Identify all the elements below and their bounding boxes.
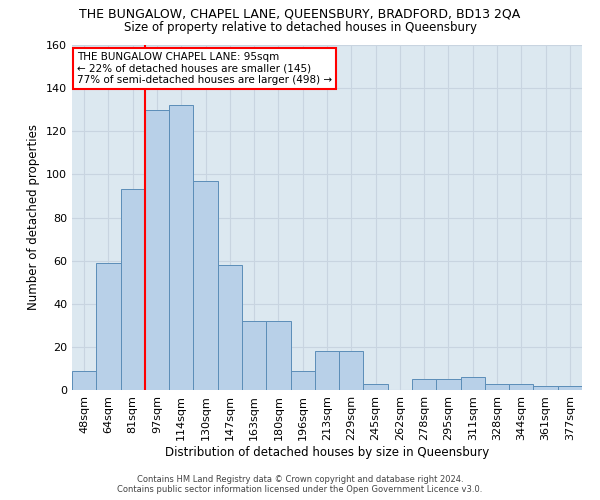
Bar	[533, 386, 558, 390]
Bar	[145, 110, 169, 390]
Text: Size of property relative to detached houses in Queensbury: Size of property relative to detached ho…	[124, 21, 476, 34]
Text: Contains HM Land Registry data © Crown copyright and database right 2024.
Contai: Contains HM Land Registry data © Crown c…	[118, 474, 482, 494]
Text: THE BUNGALOW, CHAPEL LANE, QUEENSBURY, BRADFORD, BD13 2QA: THE BUNGALOW, CHAPEL LANE, QUEENSBURY, B…	[79, 8, 521, 20]
Bar	[72, 370, 96, 390]
Bar	[436, 379, 461, 390]
Bar	[96, 263, 121, 390]
Bar	[315, 351, 339, 390]
Bar	[266, 321, 290, 390]
Y-axis label: Number of detached properties: Number of detached properties	[28, 124, 40, 310]
Bar	[558, 386, 582, 390]
Bar	[485, 384, 509, 390]
Bar	[121, 190, 145, 390]
Bar	[509, 384, 533, 390]
Bar	[193, 181, 218, 390]
Bar	[242, 321, 266, 390]
Text: THE BUNGALOW CHAPEL LANE: 95sqm
← 22% of detached houses are smaller (145)
77% o: THE BUNGALOW CHAPEL LANE: 95sqm ← 22% of…	[77, 52, 332, 85]
Bar	[339, 351, 364, 390]
Bar	[290, 370, 315, 390]
Bar	[461, 377, 485, 390]
Bar	[218, 265, 242, 390]
X-axis label: Distribution of detached houses by size in Queensbury: Distribution of detached houses by size …	[165, 446, 489, 458]
Bar	[412, 379, 436, 390]
Bar	[364, 384, 388, 390]
Bar	[169, 106, 193, 390]
